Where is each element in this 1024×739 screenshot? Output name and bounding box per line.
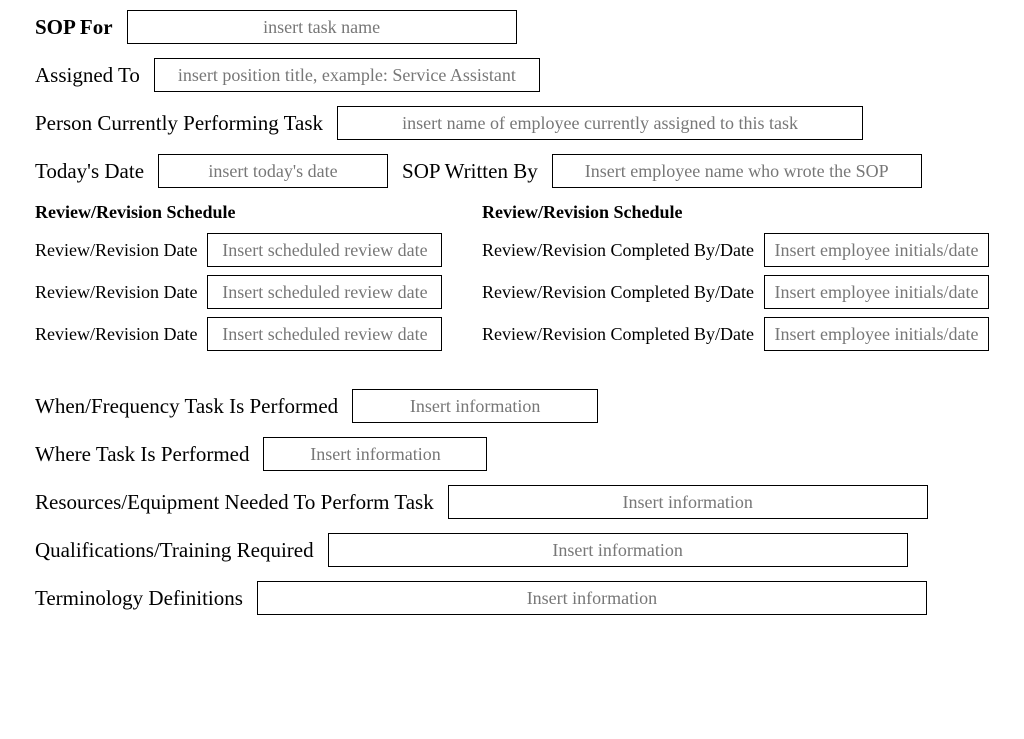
where-row: Where Task Is Performed: [35, 437, 989, 471]
review-date-label: Review/Revision Date: [35, 324, 197, 345]
terminology-row: Terminology Definitions: [35, 581, 989, 615]
sop-for-input[interactable]: [127, 10, 517, 44]
review-schedule-left: Review/Revision Schedule Review/Revision…: [35, 202, 452, 359]
review-completed-row: Review/Revision Completed By/Date: [482, 317, 989, 351]
review-date-row: Review/Revision Date: [35, 275, 452, 309]
review-completed-row: Review/Revision Completed By/Date: [482, 275, 989, 309]
person-label: Person Currently Performing Task: [35, 111, 323, 136]
review-completed-input[interactable]: [764, 317, 989, 351]
written-by-label: SOP Written By: [402, 159, 538, 184]
review-date-input[interactable]: [207, 233, 442, 267]
sop-for-label: SOP For: [35, 15, 113, 40]
frequency-input[interactable]: [352, 389, 598, 423]
today-date-label: Today's Date: [35, 159, 144, 184]
where-label: Where Task Is Performed: [35, 442, 249, 467]
review-date-label: Review/Revision Date: [35, 282, 197, 303]
assigned-to-input[interactable]: [154, 58, 540, 92]
review-schedule-right: Review/Revision Schedule Review/Revision…: [482, 202, 989, 359]
review-schedule-right-header: Review/Revision Schedule: [482, 202, 989, 223]
terminology-label: Terminology Definitions: [35, 586, 243, 611]
review-schedule: Review/Revision Schedule Review/Revision…: [35, 202, 989, 359]
assigned-to-label: Assigned To: [35, 63, 140, 88]
review-completed-label: Review/Revision Completed By/Date: [482, 324, 754, 345]
review-date-input[interactable]: [207, 317, 442, 351]
resources-input[interactable]: [448, 485, 928, 519]
resources-label: Resources/Equipment Needed To Perform Ta…: [35, 490, 434, 515]
today-date-input[interactable]: [158, 154, 388, 188]
assigned-to-row: Assigned To: [35, 58, 989, 92]
review-date-input[interactable]: [207, 275, 442, 309]
frequency-row: When/Frequency Task Is Performed: [35, 389, 989, 423]
qualifications-label: Qualifications/Training Required: [35, 538, 314, 563]
review-date-row: Review/Revision Date: [35, 317, 452, 351]
person-input[interactable]: [337, 106, 863, 140]
review-completed-label: Review/Revision Completed By/Date: [482, 240, 754, 261]
qualifications-input[interactable]: [328, 533, 908, 567]
review-completed-row: Review/Revision Completed By/Date: [482, 233, 989, 267]
qualifications-row: Qualifications/Training Required: [35, 533, 989, 567]
review-schedule-left-header: Review/Revision Schedule: [35, 202, 452, 223]
person-row: Person Currently Performing Task: [35, 106, 989, 140]
review-date-label: Review/Revision Date: [35, 240, 197, 261]
review-date-row: Review/Revision Date: [35, 233, 452, 267]
written-by-input[interactable]: [552, 154, 922, 188]
resources-row: Resources/Equipment Needed To Perform Ta…: [35, 485, 989, 519]
review-completed-input[interactable]: [764, 233, 989, 267]
review-completed-label: Review/Revision Completed By/Date: [482, 282, 754, 303]
where-input[interactable]: [263, 437, 487, 471]
frequency-label: When/Frequency Task Is Performed: [35, 394, 338, 419]
date-writer-row: Today's Date SOP Written By: [35, 154, 989, 188]
terminology-input[interactable]: [257, 581, 927, 615]
review-completed-input[interactable]: [764, 275, 989, 309]
sop-for-row: SOP For: [35, 10, 989, 44]
